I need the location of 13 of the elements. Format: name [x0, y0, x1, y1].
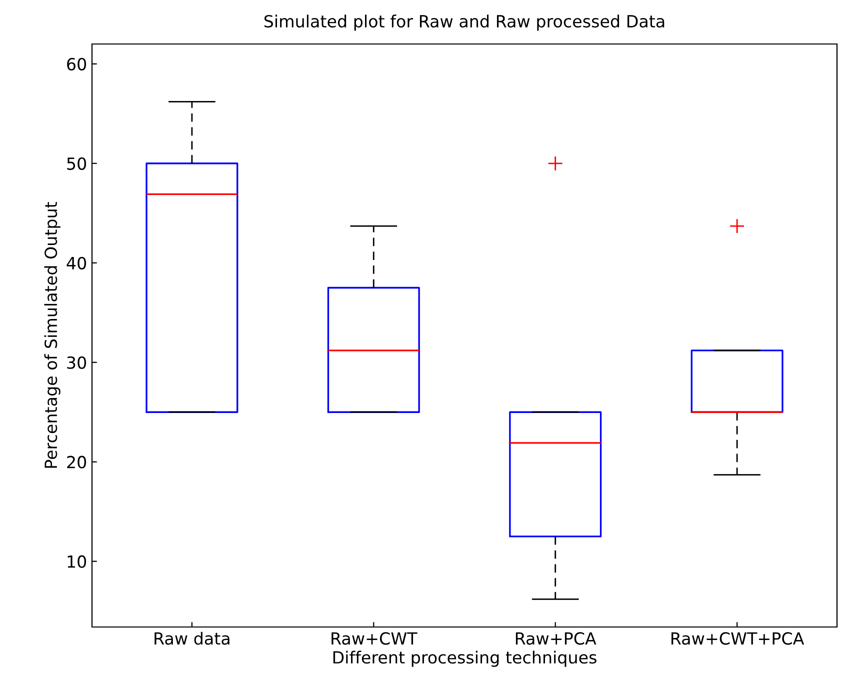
chart-title: Simulated plot for Raw and Raw processed Data: [264, 14, 664, 31]
y-tick-label: 20: [67, 456, 86, 468]
y-tick-label: 60: [67, 58, 86, 70]
x-tick-label: Raw data: [154, 632, 230, 645]
y-axis-title: Percentage of Simulated Output: [44, 202, 60, 468]
x-tick-label: Raw+CWT+PCA: [672, 632, 804, 645]
y-tick-label: 50: [67, 157, 86, 170]
x-tick-label: Raw+PCA: [516, 632, 596, 645]
y-tick-label: 10: [68, 555, 86, 568]
x-tick-label: Raw+CWT: [332, 632, 418, 645]
y-tick-label: 40: [66, 256, 86, 270]
x-axis-title: Different processing techniques: [333, 650, 596, 667]
y-tick-label: 30: [67, 356, 86, 369]
